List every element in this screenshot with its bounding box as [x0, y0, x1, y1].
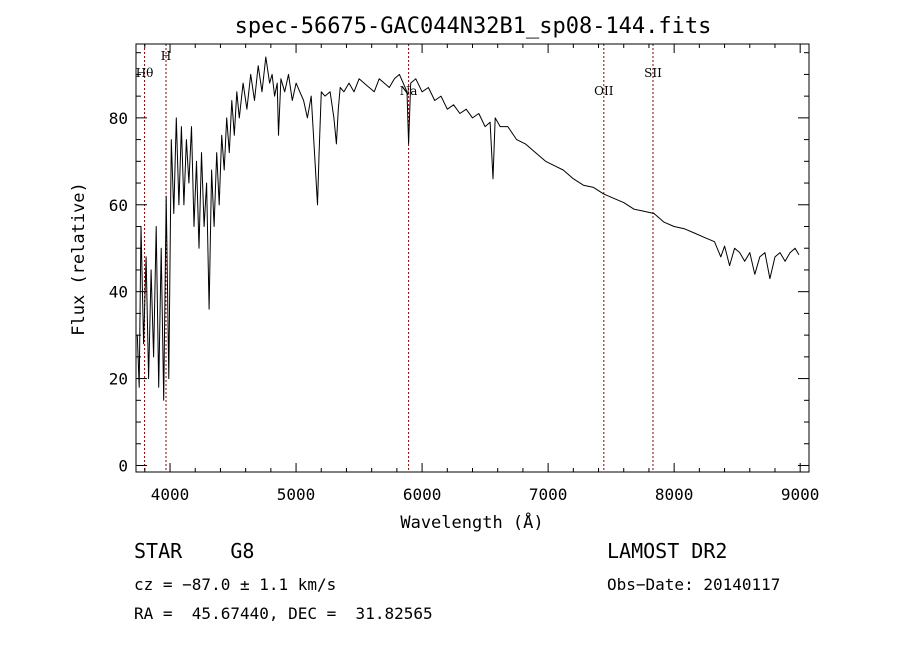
x-tick-label: 6000 [403, 485, 442, 504]
radec-label: RA = 45.67440, DEC = 31.82565 [134, 604, 433, 623]
y-tick-label: 40 [109, 283, 128, 302]
x-tick-label: 8000 [655, 485, 694, 504]
x-tick-label: 7000 [529, 485, 568, 504]
y-tick-label: 0 [118, 456, 128, 475]
spectral-line-label: Na [400, 84, 418, 98]
series-layer [136, 56, 800, 401]
spectral-line-label: SII [644, 66, 662, 80]
y-axis-label: Flux (relative) [69, 182, 89, 336]
obs-date-label: Obs−Date: 20140117 [607, 575, 780, 594]
cz-label: cz = −87.0 ± 1.1 km/s [134, 575, 336, 594]
chart-title: spec-56675-GAC044N32B1_sp08-144.fits [235, 14, 712, 39]
y-tick-label: 60 [109, 196, 128, 215]
survey-label: LAMOST DR2 [607, 539, 727, 563]
spectral-line-label: H [161, 49, 171, 63]
y-tick-label: 80 [109, 109, 128, 128]
classification-label: STAR G8 [134, 539, 254, 563]
y-tick-label: 20 [109, 370, 128, 389]
x-tick-label: 4000 [151, 485, 190, 504]
spectral-line-label: Hθ [136, 66, 154, 80]
flux-series-line [136, 56, 800, 401]
spectral-line-markers: Hθ H Na OII SII [136, 44, 662, 472]
axis-ticks: 4000 5000 6000 7000 8000 9000 0 20 40 60 80 [109, 44, 820, 504]
x-tick-label: 9000 [781, 485, 820, 504]
x-axis-label: Wavelength (Å) [400, 511, 543, 533]
plot-frame [135, 43, 810, 473]
spectral-line-label: OII [594, 84, 614, 98]
x-tick-label: 5000 [277, 485, 316, 504]
